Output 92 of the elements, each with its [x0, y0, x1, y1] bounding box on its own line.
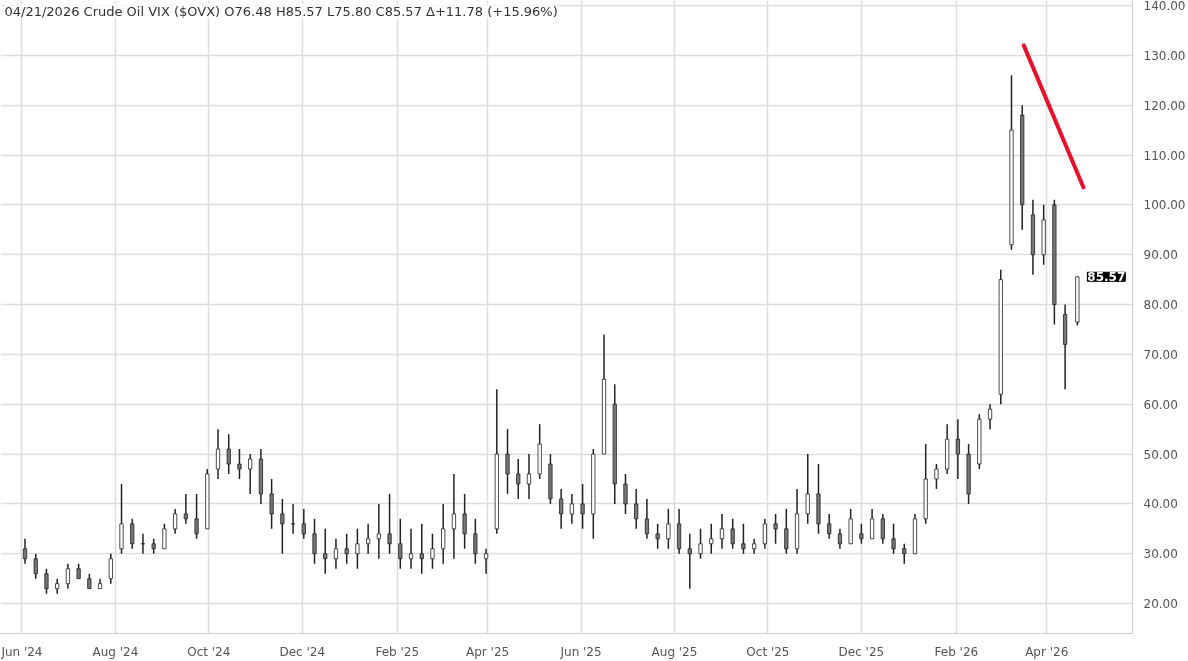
candlestick [880, 513, 885, 545]
y-tick-label: 130.00 [1143, 48, 1186, 63]
candlestick [784, 508, 789, 555]
candlestick [108, 553, 113, 585]
candlestick [666, 508, 671, 550]
candlestick [762, 518, 767, 550]
candlestick [827, 513, 832, 540]
candlestick [719, 513, 725, 550]
candlestick [312, 518, 317, 565]
candlestick [891, 523, 896, 555]
candlestick [687, 533, 692, 590]
candlestick [44, 567, 49, 595]
candlestick [183, 493, 188, 525]
candlestick [366, 523, 371, 555]
candlestick [162, 523, 167, 550]
candlestick [441, 503, 446, 565]
x-tick-label: Oct '24 [187, 644, 231, 659]
y-tick-label: 60.00 [1143, 397, 1178, 412]
candlestick [344, 533, 349, 565]
candlestick [623, 473, 628, 515]
candlestick [387, 493, 392, 555]
candlestick [65, 562, 70, 590]
candlestick [526, 453, 532, 500]
x-tick-label: Aug '24 [92, 644, 139, 659]
candlestick [987, 403, 993, 430]
y-tick-label: 40.00 [1143, 497, 1178, 512]
candlestick [194, 493, 199, 540]
x-tick-label: Jun '25 [559, 644, 602, 659]
candlestick [462, 493, 467, 550]
x-tick-label: Apr '25 [466, 644, 510, 659]
x-tick-label: Jun '24 [0, 644, 43, 659]
candlestick [22, 538, 28, 565]
candlestick [634, 488, 639, 530]
candlestick [955, 418, 960, 480]
y-tick-label: 140.00 [1143, 0, 1186, 13]
y-tick-label: 100.00 [1143, 198, 1186, 213]
candlestick [805, 453, 810, 525]
y-tick-label: 30.00 [1143, 547, 1178, 562]
candlestick [398, 518, 403, 570]
candlestick [430, 533, 435, 570]
candlestick [173, 508, 178, 535]
candlestick [33, 553, 38, 580]
x-tick-label: Aug '25 [651, 644, 698, 659]
candlestick [516, 458, 521, 500]
candlestick [130, 518, 135, 550]
candlestick [709, 523, 714, 555]
y-tick-label: 90.00 [1143, 248, 1178, 263]
candlestick [902, 543, 907, 565]
y-tick-label: 70.00 [1143, 347, 1178, 362]
candlestick [773, 513, 778, 545]
x-tick-label: Feb '25 [375, 644, 420, 659]
candlestick [473, 518, 478, 565]
candlestick [859, 523, 864, 545]
x-tick-label: Dec '24 [279, 644, 326, 659]
candlestick [301, 508, 306, 540]
candlestick [741, 523, 746, 555]
candlestick [215, 428, 221, 480]
candlestick [505, 428, 510, 495]
y-tick-label: 110.00 [1143, 148, 1186, 163]
x-tick-label: Dec '25 [838, 644, 885, 659]
candlestick [559, 488, 564, 530]
candlestick [484, 548, 489, 575]
x-tick-label: Oct '25 [746, 644, 790, 659]
candlestick [248, 453, 253, 495]
candlestick [870, 508, 875, 540]
candlestick [837, 528, 843, 550]
candlestick [237, 448, 242, 480]
candlestick [580, 483, 585, 530]
candlestick [934, 463, 939, 490]
candlestick [355, 528, 360, 570]
y-tick-label: 120.00 [1143, 98, 1186, 113]
candlestick [376, 503, 381, 560]
x-tick-label: Apr '26 [1025, 644, 1069, 659]
candlestick [280, 498, 285, 555]
candlestick [408, 528, 414, 570]
candlestick [569, 493, 574, 525]
candlestick [269, 478, 274, 530]
candlestick [419, 523, 424, 575]
candlestick [451, 473, 456, 560]
y-tick-label: 80.00 [1143, 298, 1178, 313]
y-tick-label: 20.00 [1143, 597, 1178, 612]
annotation: 85.57 [1087, 270, 1126, 285]
candlestick [323, 528, 328, 575]
candlestick [655, 523, 660, 550]
candlestick [226, 433, 231, 475]
y-tick-label: 50.00 [1143, 447, 1178, 462]
candlestick [730, 518, 735, 550]
x-tick-label: Feb '26 [934, 644, 979, 659]
chart-title: 04/21/2026 Crude Oil VIX ($OVX) O76.48 H85.57 L75.80 C85.57 Δ+11.78 (+15.96%) [4, 3, 558, 19]
candlestick [698, 528, 703, 560]
candlestick [333, 538, 339, 570]
candlestick [644, 498, 649, 540]
